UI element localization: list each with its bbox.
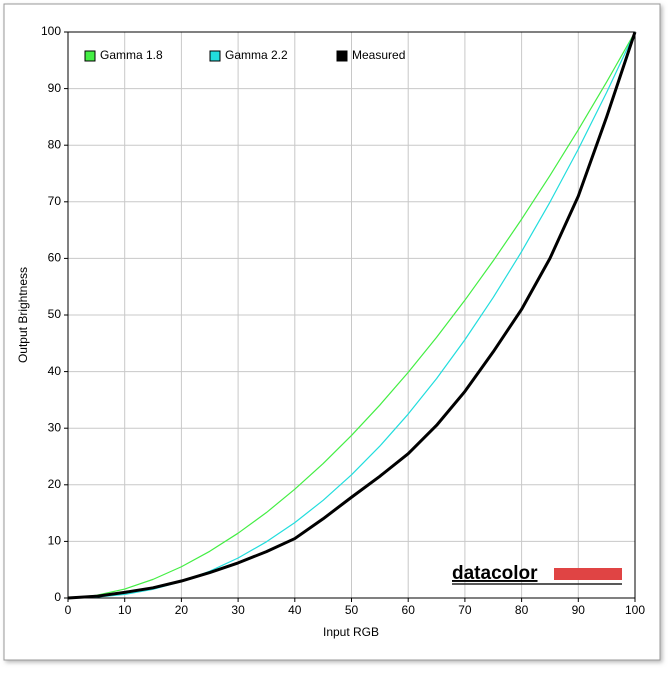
logo-bar: [554, 568, 622, 580]
series-line: [67, 31, 637, 600]
x-axis-label: Input RGB: [323, 625, 379, 639]
y-tick-label: 100: [41, 24, 61, 38]
x-tick-label: 20: [175, 603, 189, 617]
series-line: [67, 31, 636, 599]
x-tick-label: 60: [402, 603, 416, 617]
x-tick-label: 50: [345, 603, 359, 617]
legend-label: Gamma 1.8: [100, 48, 163, 62]
legend-swatch: [209, 50, 221, 62]
x-tick-label: 80: [515, 603, 529, 617]
y-tick-label: 20: [48, 477, 62, 491]
plot-border: [67, 31, 636, 599]
y-axis-label: Output Brightness: [16, 267, 30, 363]
x-tick-label: 70: [458, 603, 472, 617]
y-tick-label: 0: [54, 590, 61, 604]
y-tick-label: 40: [48, 364, 62, 378]
x-tick-label: 40: [288, 603, 302, 617]
legend-label: Measured: [352, 48, 405, 62]
x-tick-label: 0: [65, 603, 72, 617]
y-tick-label: 80: [48, 137, 62, 151]
x-tick-label: 30: [231, 603, 245, 617]
x-tick-label: 90: [572, 603, 586, 617]
y-tick-label: 30: [48, 420, 62, 434]
logo: datacolor: [452, 563, 538, 584]
y-tick-label: 10: [48, 534, 62, 548]
legend-label: Gamma 2.2: [225, 48, 288, 62]
y-tick-label: 90: [48, 81, 62, 95]
y-tick-label: 70: [48, 194, 62, 208]
legend-swatch: [336, 50, 348, 62]
legend-swatch: [84, 50, 96, 62]
y-tick-label: 50: [48, 307, 62, 321]
x-tick-label: 10: [118, 603, 132, 617]
y-tick-label: 60: [48, 251, 62, 265]
x-tick-label: 100: [625, 603, 645, 617]
